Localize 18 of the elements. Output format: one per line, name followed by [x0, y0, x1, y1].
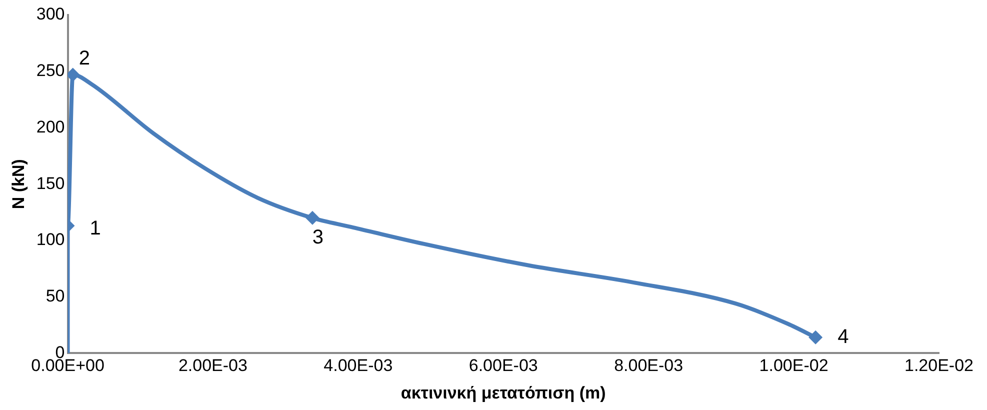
x-tick-label: 8.00E-03: [614, 356, 684, 376]
y-tick-label: 300: [36, 4, 65, 24]
x-axis-title: ακτινινκή μετατόπιση (m): [400, 383, 606, 402]
y-tick-label: 200: [36, 117, 65, 136]
annotation: 4: [838, 326, 849, 348]
annotation: 2: [78, 47, 90, 70]
annotation: 3: [312, 226, 324, 248]
y-tick-label: 100: [36, 230, 65, 250]
x-tick-label: 6.00E-03: [468, 356, 538, 376]
y-tick-label: 250: [36, 61, 65, 80]
x-tick-label: 4.00E-03: [324, 356, 393, 376]
y-axis-title: N (kN): [8, 159, 28, 210]
x-tick-label: 1.00E-02: [759, 356, 828, 376]
annotation: 1: [90, 217, 101, 240]
x-tick-label: 2.00E-03: [178, 356, 248, 376]
y-tick-label: 50: [46, 286, 65, 306]
x-tick-label: 1.20E-02: [904, 356, 974, 376]
y-tick-label: 150: [36, 174, 65, 193]
